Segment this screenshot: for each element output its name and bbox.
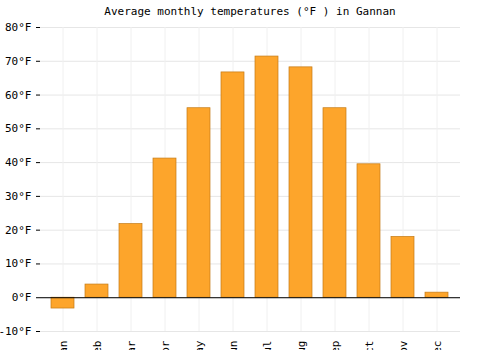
- svg-text:ec: ec: [431, 341, 444, 350]
- svg-text:50°F: 50°F: [5, 122, 32, 135]
- svg-text:ay: ay: [193, 340, 206, 350]
- svg-text:un: un: [227, 341, 240, 350]
- svg-text:40°F: 40°F: [5, 156, 32, 169]
- svg-text:20°F: 20°F: [5, 224, 32, 237]
- svg-text:70°F: 70°F: [5, 55, 32, 68]
- svg-text:an: an: [57, 341, 70, 350]
- svg-text:ct: ct: [363, 341, 376, 350]
- svg-text:60°F: 60°F: [5, 89, 32, 102]
- svg-text:-10°F: -10°F: [0, 325, 32, 338]
- html-text:Average monthly temperatures (: Average monthly temperatures (°F ) in Ga…: [104, 5, 396, 18]
- svg-text:ul: ul: [261, 341, 274, 350]
- svg-text:ar: ar: [125, 340, 138, 350]
- svg-text:80°F: 80°F: [5, 21, 32, 34]
- svg-text:10°F: 10°F: [5, 257, 32, 270]
- svg-text:ug: ug: [295, 341, 308, 350]
- svg-text:30°F: 30°F: [5, 190, 32, 203]
- svg-text:eb: eb: [91, 341, 104, 350]
- svg-text:0°F: 0°F: [12, 291, 32, 304]
- svg-text:ep: ep: [329, 341, 342, 350]
- svg-text:ov: ov: [397, 340, 410, 350]
- svg-text:pr: pr: [159, 340, 172, 350]
